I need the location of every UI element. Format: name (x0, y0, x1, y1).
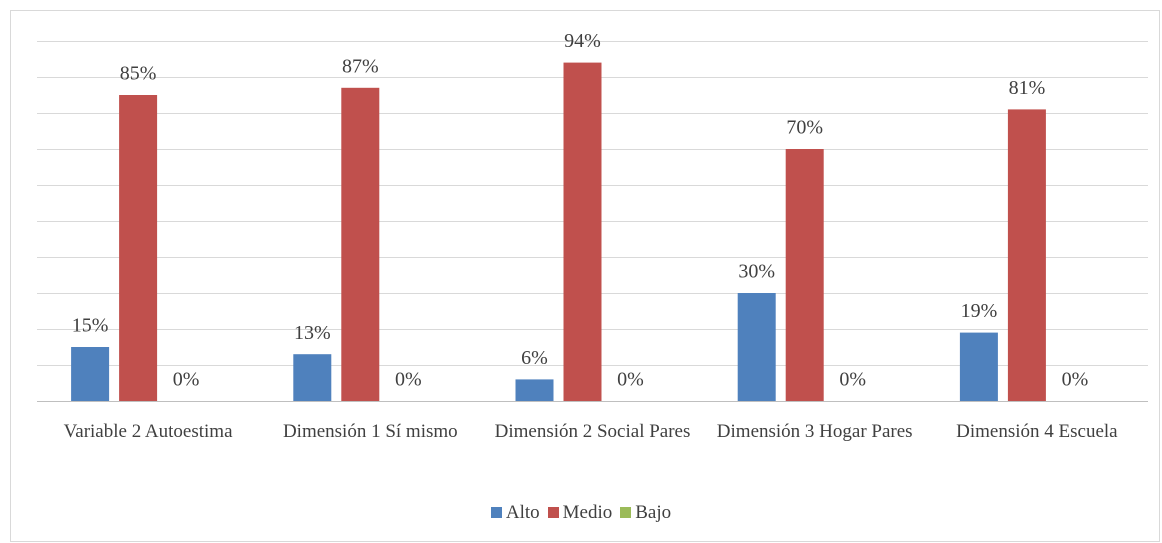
data-label: 6% (521, 347, 548, 369)
data-label: 19% (961, 300, 998, 322)
legend-item: Medio (547, 502, 613, 524)
data-label: 85% (120, 63, 157, 85)
legend-item: Bajo (620, 502, 671, 524)
bar (1007, 109, 1046, 402)
data-label: 0% (173, 369, 200, 391)
data-label: 87% (342, 55, 379, 77)
legend-swatch (490, 507, 502, 518)
x-tick-label: Dimensión 1 Sí mismo (282, 421, 458, 442)
bar (119, 95, 158, 401)
bar (785, 149, 824, 401)
data-label: 0% (1062, 369, 1089, 391)
x-tick-label: Dimensión 3 Hogar Pares (716, 421, 913, 442)
bar (71, 347, 110, 401)
legend-label: Medio (562, 502, 613, 523)
data-label: 13% (294, 322, 331, 344)
bar (563, 62, 602, 401)
bar (515, 379, 554, 401)
data-label: 70% (786, 117, 823, 139)
legend-swatch (547, 507, 559, 518)
data-label: 15% (72, 315, 109, 337)
legend-label: Alto (505, 502, 540, 523)
data-label: 94% (564, 30, 601, 52)
bar (341, 87, 380, 402)
legend-label: Bajo (635, 502, 672, 523)
bar (293, 354, 332, 401)
chart-border (10, 10, 1160, 542)
data-label: 0% (617, 369, 644, 391)
data-label: 0% (839, 369, 866, 391)
x-tick-label: Variable 2 Autoestima (63, 421, 233, 442)
bar (959, 332, 998, 401)
legend: Alto Medio Bajo (0, 502, 1162, 524)
data-label: 30% (738, 261, 775, 283)
legend-item: Alto (490, 502, 540, 524)
x-tick-label: Dimensión 2 Social Pares (494, 421, 691, 442)
data-label: 81% (1009, 77, 1046, 99)
data-label: 0% (395, 369, 422, 391)
legend-swatch (620, 507, 632, 518)
bar (737, 293, 776, 401)
x-tick-label: Dimensión 4 Escuela (956, 421, 1118, 442)
